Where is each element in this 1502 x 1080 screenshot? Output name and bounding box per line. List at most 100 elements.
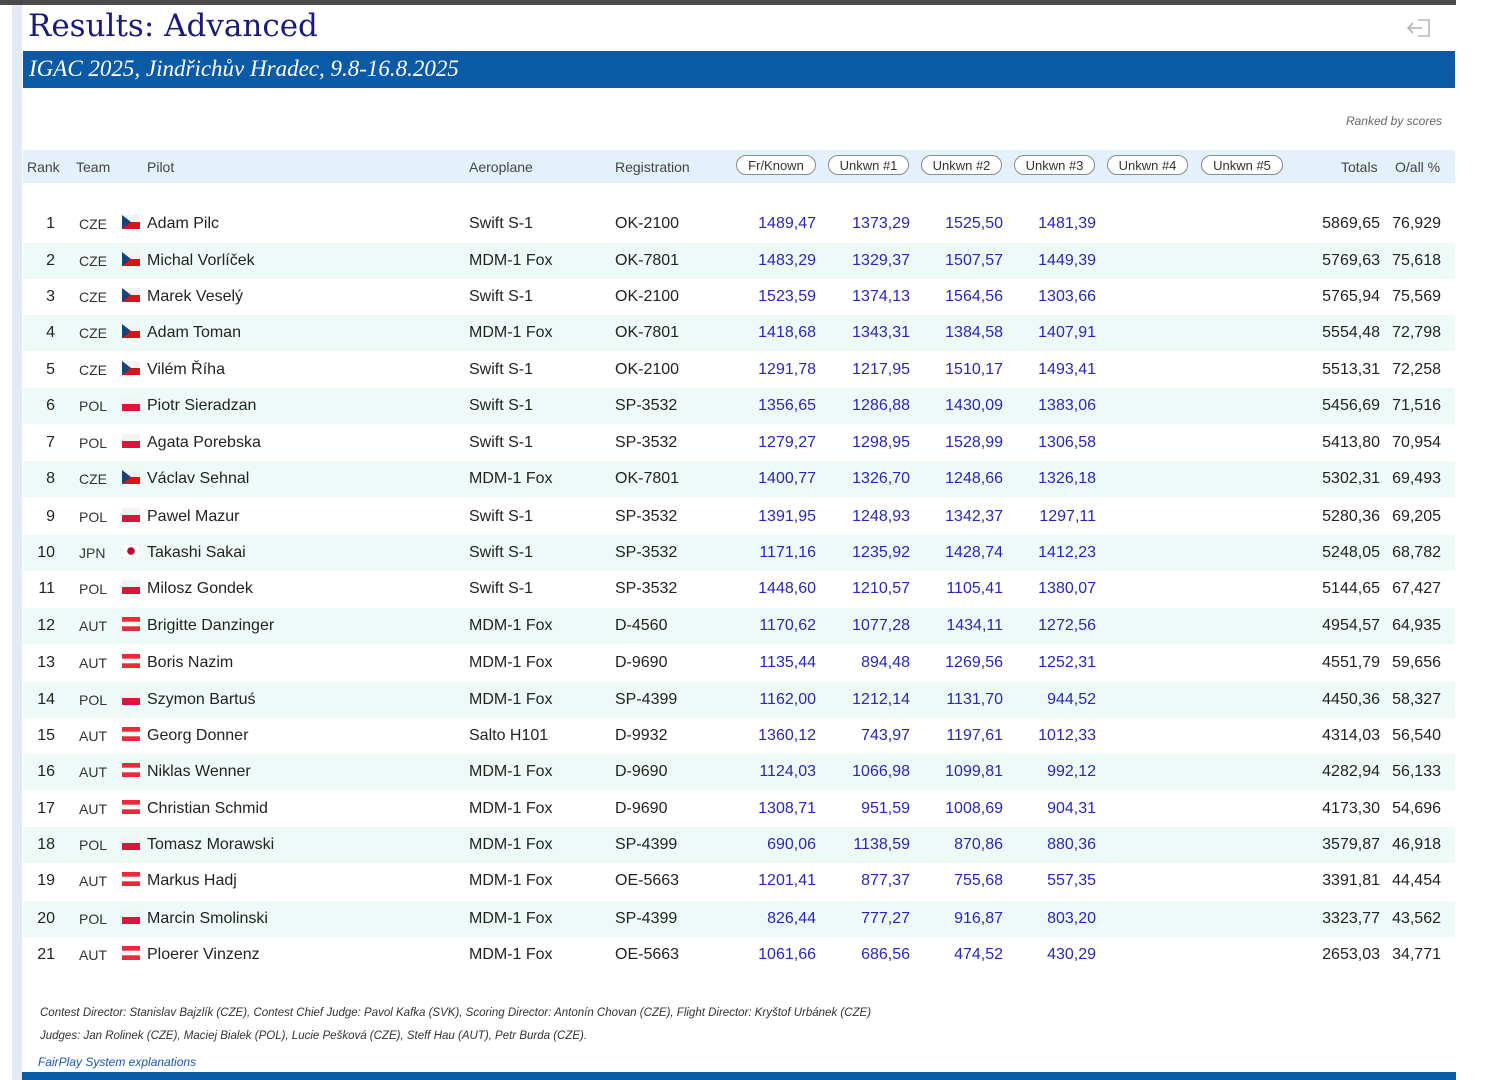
unknown-3-score: 1412,23	[1038, 544, 1096, 561]
free-known-score: 1360,12	[758, 727, 816, 744]
total-score: 5280,36	[1322, 508, 1380, 525]
team-code: AUT	[79, 764, 107, 780]
unknown-2-score: 1342,37	[945, 508, 1003, 525]
registration-cell: SP-4399	[615, 836, 678, 853]
flag-czech-republic-icon	[122, 252, 140, 266]
team-code: AUT	[79, 801, 107, 817]
aeroplane-cell: MDM-1 Fox	[469, 252, 553, 269]
total-score: 4450,36	[1322, 691, 1380, 708]
aeroplane-cell: Swift S-1	[469, 580, 534, 597]
pilot-name: Marcin Smolinski	[147, 910, 268, 927]
unknown-1-score: 1077,28	[852, 617, 910, 634]
registration-cell: SP-3532	[615, 434, 678, 451]
registration-cell: SP-3532	[615, 508, 678, 525]
ranking-note: Ranked by scores	[1345, 114, 1442, 128]
pilot-name: Markus Hadj	[147, 872, 237, 889]
column-header-unknown-4[interactable]: Unkwn #4	[1107, 155, 1188, 175]
unknown-2-score: 1269,56	[945, 654, 1003, 671]
overall-percent: 70,954	[1392, 434, 1441, 451]
unknown-3-score: 1380,07	[1038, 580, 1096, 597]
left-margin-strip	[12, 5, 22, 1080]
table-row: 9 POL Pawel Mazur Swift S-1 SP-3532 1391,95 12…	[23, 499, 1455, 535]
table-row: 7 POL Agata Porebska Swift S-1 SP-3532 1279,2…	[23, 425, 1455, 461]
table-row: 13 AUT Boris Nazim MDM-1 Fox D-9690 1135,44 89…	[23, 645, 1455, 681]
unknown-2-score: 1197,61	[946, 727, 1003, 744]
table-row: 4 CZE Adam Toman MDM-1 Fox OK-7801 1418,68 134…	[23, 315, 1455, 351]
fairplay-explanations-link[interactable]: FairPlay System explanations	[38, 1055, 197, 1069]
free-known-score: 1308,71	[758, 800, 816, 817]
total-score: 5248,05	[1322, 544, 1380, 561]
rank-cell: 2	[46, 252, 55, 269]
overall-percent: 72,258	[1392, 361, 1441, 378]
table-row: 14 POL Szymon Bartuś MDM-1 Fox SP-4399 1162,0…	[23, 682, 1455, 718]
registration-cell: OK-2100	[615, 215, 680, 232]
page-title: Results: Advanced	[28, 8, 318, 44]
rank-cell: 8	[46, 470, 55, 487]
rank-cell: 16	[37, 763, 55, 780]
unknown-2-score: 1430,09	[945, 397, 1003, 414]
rank-cell: 21	[37, 946, 55, 963]
registration-cell: OK-7801	[615, 252, 680, 269]
unknown-1-score: 1373,29	[852, 215, 910, 232]
column-header-unknown-3[interactable]: Unkwn #3	[1014, 155, 1095, 175]
registration-cell: SP-3532	[615, 397, 678, 414]
total-score: 5513,31	[1322, 361, 1380, 378]
unknown-1-score: 1138,59	[853, 836, 910, 853]
free-known-score: 1162,00	[759, 691, 816, 708]
total-score: 3579,87	[1322, 836, 1380, 853]
aeroplane-cell: MDM-1 Fox	[469, 324, 553, 341]
team-code: POL	[79, 435, 108, 451]
table-row: 5 CZE Vilém Říha Swift S-1 OK-2100 1291,78 121…	[23, 352, 1455, 388]
free-known-score: 1400,77	[758, 470, 816, 487]
overall-percent: 75,618	[1392, 252, 1441, 269]
unknown-2-score: 1528,99	[945, 434, 1003, 451]
free-known-score: 1483,29	[758, 252, 816, 269]
exit-icon[interactable]	[1405, 16, 1435, 40]
unknown-3-score: 904,31	[1047, 800, 1096, 817]
flag-austria-icon	[122, 727, 140, 741]
unknown-2-score: 1384,58	[945, 324, 1003, 341]
column-header-free-known[interactable]: Fr/Known	[736, 155, 816, 175]
unknown-2-score: 1428,74	[945, 544, 1003, 561]
flag-austria-icon	[122, 654, 140, 668]
registration-cell: SP-3532	[615, 580, 678, 597]
free-known-score: 1201,41	[758, 872, 816, 889]
flag-austria-icon	[122, 872, 140, 886]
registration-cell: OE-5663	[615, 946, 680, 963]
column-header-totals: Totals	[1341, 159, 1378, 175]
column-header-unknown-1[interactable]: Unkwn #1	[828, 155, 909, 175]
flag-czech-republic-icon	[122, 470, 140, 484]
total-score: 5869,65	[1322, 215, 1380, 232]
registration-cell: OK-2100	[615, 288, 680, 305]
registration-cell: OK-2100	[615, 361, 680, 378]
team-code: POL	[79, 509, 108, 525]
team-code: CZE	[79, 253, 107, 269]
column-header-unknown-2[interactable]: Unkwn #2	[921, 155, 1002, 175]
overall-percent: 68,782	[1392, 544, 1441, 561]
table-row: 18 POL Tomasz Morawski MDM-1 Fox SP-4399 690,…	[23, 827, 1455, 863]
total-score: 3323,77	[1322, 910, 1380, 927]
total-score: 4551,79	[1322, 654, 1380, 671]
pilot-name: Takashi Sakai	[147, 544, 246, 561]
aeroplane-cell: MDM-1 Fox	[469, 910, 553, 927]
free-known-score: 1448,60	[758, 580, 816, 597]
flag-poland-icon	[122, 580, 140, 594]
team-code: CZE	[79, 325, 107, 341]
overall-percent: 64,935	[1392, 617, 1441, 634]
total-score: 5413,80	[1322, 434, 1380, 451]
rank-cell: 11	[38, 580, 55, 597]
table-row: 10 JPN Takashi Sakai Swift S-1 SP-3532 1171,1…	[23, 535, 1455, 571]
rank-cell: 12	[37, 617, 55, 634]
team-code: POL	[79, 911, 108, 927]
unknown-2-score: 755,68	[954, 872, 1003, 889]
unknown-3-score: 1481,39	[1038, 215, 1096, 232]
unknown-1-score: 1210,57	[852, 580, 910, 597]
aeroplane-cell: Swift S-1	[469, 434, 534, 451]
unknown-2-score: 1525,50	[945, 215, 1003, 232]
column-header-unknown-5[interactable]: Unkwn #5	[1201, 155, 1283, 175]
unknown-2-score: 1507,57	[945, 252, 1003, 269]
overall-percent: 56,133	[1392, 763, 1441, 780]
event-banner: IGAC 2025, Jindřichův Hradec, 9.8-16.8.2…	[23, 51, 1455, 88]
registration-cell: SP-4399	[615, 910, 678, 927]
free-known-score: 1171,16	[759, 544, 816, 561]
